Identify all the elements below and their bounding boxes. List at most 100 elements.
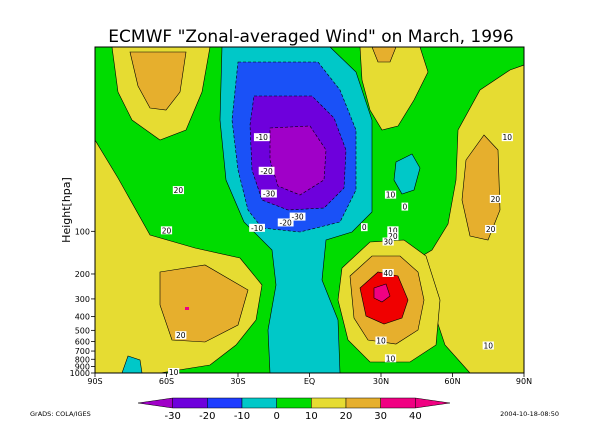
contour-region-above-40-jet: [373, 283, 391, 303]
contour-label: 10: [386, 191, 396, 200]
y-axis-label: Height[hpa]: [60, 177, 73, 243]
contour-label: 10: [483, 341, 493, 350]
x-tick-label: 30S: [230, 377, 245, 386]
colorbar-tick-label: 30: [374, 411, 387, 422]
x-tick-label: 60N: [444, 377, 460, 386]
contour-label-bg: [375, 336, 387, 345]
contour-label-bg: [175, 331, 187, 340]
y-tick-label: 500: [75, 326, 90, 335]
colorbar-tick-label: -20: [199, 411, 215, 422]
contour-label: 20: [162, 226, 172, 235]
contour-label: -20: [280, 218, 292, 227]
contour-label: -30: [291, 213, 303, 222]
colorbar-segment: [172, 397, 208, 409]
x-tick-label: EQ: [304, 377, 315, 386]
contour-region-20-30-lower-left: [159, 264, 249, 343]
x-tick-label: 30N: [373, 377, 389, 386]
contour-label: 0: [362, 223, 367, 232]
contour-label: 20: [486, 225, 496, 234]
contour-region-20-30-upper-30N: [371, 47, 397, 63]
x-tick-label: 90S: [87, 377, 102, 386]
contour-label-bg: [485, 225, 497, 234]
contour-label: -10: [251, 224, 263, 233]
contour-label-bg: [277, 218, 294, 227]
contour-label-bg: [261, 189, 277, 198]
y-tick-label: 400: [75, 313, 90, 322]
contour-label: 20: [174, 186, 184, 195]
y-tick-label: 600: [75, 338, 90, 347]
contour-label-bg: [160, 226, 173, 235]
colorbar-segment: [241, 397, 277, 409]
contour-label-bg: [382, 237, 394, 246]
contour-label-bg: [168, 368, 180, 376]
small-max-dot: [185, 307, 189, 310]
x-tick-label: 90N: [516, 377, 532, 386]
contour-label-bg: [382, 268, 394, 277]
colorbar-tick-label: 20: [340, 411, 353, 422]
x-tick-label: 60S: [159, 377, 174, 386]
colorbar-segment: [137, 397, 173, 409]
contour-label: 10: [169, 368, 179, 377]
contour-label-bg: [401, 202, 409, 211]
contour-label-bg: [384, 354, 397, 363]
contour-label: -10: [256, 133, 268, 142]
colorbar-tick-label: 40: [409, 411, 422, 422]
contour-label-bg: [482, 341, 494, 350]
contour-label-bg: [501, 133, 513, 142]
colorbar-tick-label: -30: [164, 411, 180, 422]
contour-label: 20: [176, 331, 186, 340]
contour-label-bg: [258, 166, 275, 175]
y-tick-label: 1000: [70, 369, 90, 378]
contour-region-below-neg30: [269, 125, 327, 196]
y-tick-label: 200: [75, 270, 90, 279]
footer-credit: GrADS: COLA/IGES: [30, 410, 91, 418]
contour-label: 10: [376, 337, 386, 346]
contour-label: 0: [402, 203, 407, 212]
contour-label: 40: [383, 269, 393, 278]
colorbar-segment: [207, 397, 243, 409]
contour-label: 10: [388, 226, 398, 235]
contour-label-bg: [172, 186, 185, 195]
contour-label: 20: [491, 195, 501, 204]
y-tick-label: 100: [75, 227, 90, 236]
contour-region-0-neg10-30N: [393, 153, 421, 195]
contour-label-bg: [253, 133, 270, 142]
colorbar-segment: [415, 397, 451, 409]
colorbar-segment: [345, 397, 381, 409]
x-axis: 90S 60S 30S EQ 30N 60N 90N: [87, 373, 532, 386]
contour-region-20-30-upper-left: [129, 51, 187, 111]
contour-label: -30: [263, 190, 275, 199]
contour-label-bg: [289, 212, 306, 221]
colorbar-tick-label: 10: [305, 411, 318, 422]
contour-label-bg: [249, 223, 265, 232]
contour-label: 10: [386, 354, 396, 363]
contour-label-bg: [387, 226, 399, 235]
y-tick-label: 800: [75, 355, 90, 364]
colorbar-segment: [276, 397, 312, 409]
y-tick-label: 900: [75, 363, 90, 372]
contour-label: 20: [388, 232, 398, 241]
contour-label-bg: [387, 232, 399, 241]
colorbar-segment: [311, 397, 347, 409]
colorbar: -30 -20 -10 0 10 20 30 40: [137, 397, 451, 422]
contour-label: -20: [260, 167, 272, 176]
y-tick-label: 300: [75, 295, 90, 304]
y-tick-label: 700: [75, 347, 90, 356]
colorbar-tick-label: -10: [234, 411, 250, 422]
colorbar-tick-label: 0: [273, 411, 279, 422]
contour-label: 30: [383, 238, 393, 247]
footer-timestamp: 2004-10-18-08:50: [500, 410, 559, 418]
contour-label-bg: [489, 194, 501, 203]
colorbar-segment: [380, 397, 416, 409]
contour-region-20-30-right: [461, 134, 501, 241]
contour-region-surface-cyan: [121, 355, 143, 373]
contour-region-10-20-upper-30N: [359, 47, 429, 131]
contour-label-bg: [361, 223, 368, 232]
contour-label: 10: [503, 133, 513, 142]
chart-title: ECMWF "Zonal-averaged Wind" on March, 19…: [108, 27, 513, 47]
contour-label-bg: [384, 190, 397, 199]
